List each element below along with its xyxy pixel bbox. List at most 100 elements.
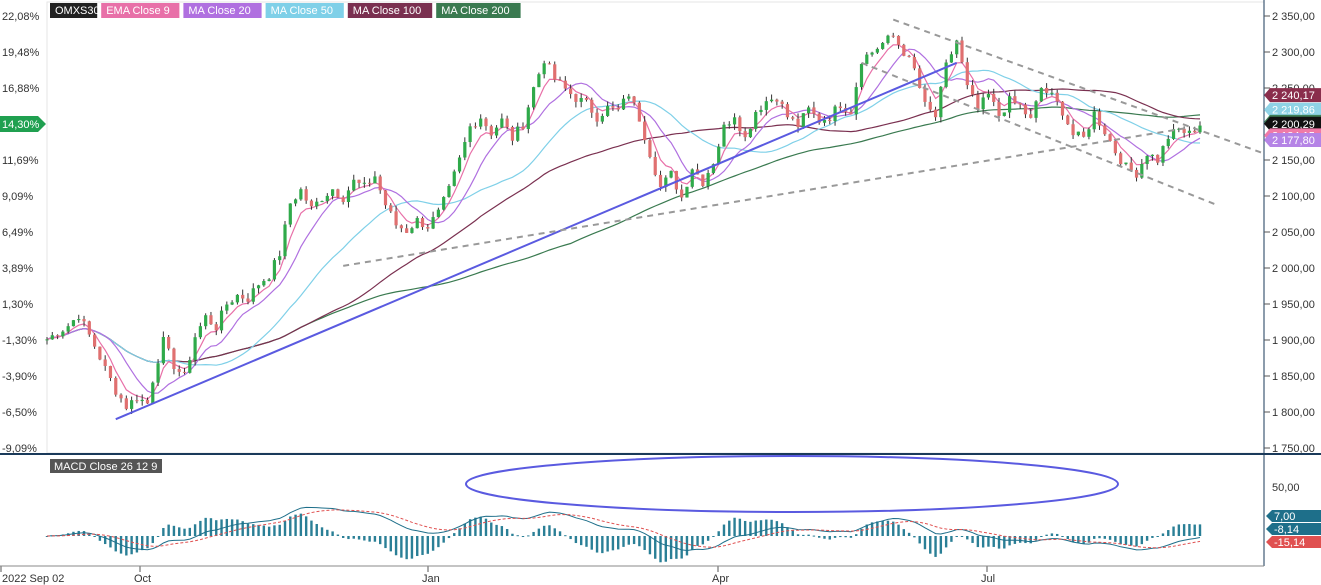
candle-body [674,170,678,190]
macd-histogram-bar [410,536,414,559]
macd-histogram-bar [516,535,519,537]
candle-body [595,112,599,122]
macd-histogram-bar [1103,536,1106,539]
macd-histogram-bar [1188,523,1191,536]
macd-histogram-bar [236,519,239,536]
macd-histogram-bar [289,516,292,536]
candle-body [838,106,842,109]
candle-body [923,88,927,102]
legend-item [50,3,98,18]
macd-histogram-bar [215,520,218,536]
price-badges: 2 240,172 219,862 202,922 200,292 184,15… [1264,88,1321,147]
legend[interactable]: OMXS30 EMA Close 9 MA Close 20 MA Close 50 M… [50,3,521,18]
price-tick-label: 1 850,00 [1272,371,1315,383]
candle-body [283,224,287,257]
macd-histogram-bar [368,536,371,542]
candle-body [389,205,393,212]
macd-histogram-bar [468,519,472,536]
candle-body [944,62,948,87]
candle-body [531,87,536,108]
ma100-line [46,88,1201,363]
candle-body [1119,153,1123,165]
macd-badge [1266,510,1321,522]
macd-histogram-bar [199,520,202,536]
macd-histogram-bar [82,531,86,536]
candle-body [1140,163,1144,178]
candle-body [262,281,266,286]
candle-body [970,85,975,95]
candle-body [167,337,171,349]
candle-body [849,111,853,115]
percent-tick-label: 9,09% [2,191,33,203]
macd-histogram-bar [1066,536,1069,540]
candle-body [976,94,980,110]
macd-histogram-bar [833,536,837,538]
macd-histogram-bar [569,536,572,540]
macd-histogram-bar [135,536,139,553]
percent-tick-label: 22,08% [2,11,40,23]
macd-histogram-bar [500,526,504,536]
candle-body [1007,96,1012,113]
percent-tick-label: -6,50% [2,407,37,419]
candle-body [727,124,731,126]
x-tick-label: Apr [712,573,729,585]
candle-body [362,182,366,184]
macd-histogram-bar [675,536,678,559]
macd-histogram-bar [627,536,630,545]
candle-body [172,348,176,370]
macd-histogram-bar [823,536,826,539]
percent-tick-label: 19,48% [2,47,40,59]
macd-histogram-bar [1182,524,1186,536]
macd-indicator: MACD Close 26 12 9 50,00 7,00-8,14-15,14 [45,455,1321,563]
candle-body [452,171,456,186]
percent-tick-label: 11,69% [2,155,39,167]
macd-label-bg [50,459,162,473]
candle-body [563,80,567,89]
macd-histogram-bar [426,536,430,554]
macd-histogram-bar [463,523,467,536]
candle-body [320,201,324,203]
candle-body [627,96,631,99]
macd-label: MACD Close 26 12 9 [54,461,157,473]
candle-body [1076,131,1080,136]
candle-body [426,227,430,229]
price-tick-label: 1 950,00 [1272,299,1315,311]
candle-body [526,107,530,129]
macd-histogram-bar [241,521,244,536]
candle-body [246,298,250,302]
price-tick-label: 2 150,00 [1272,155,1315,167]
macd-histogram-bar [1093,536,1096,539]
macd-histogram-bar [881,520,884,536]
macd-histogram-bar [262,525,266,536]
candle-body [484,118,488,127]
price-pane[interactable] [46,1,1265,454]
candle-body [214,324,218,331]
trendlines[interactable] [115,18,1263,421]
macd-histogram-bar [1193,524,1196,536]
percent-tick-label: 16,88% [2,83,40,95]
candle-body [331,189,335,196]
candle-body [865,54,869,64]
macd-histogram-bar [722,524,726,536]
candle-body [378,176,382,191]
macd-histogram-bar [691,536,694,550]
candle-body [1129,162,1133,170]
candle-body [188,360,192,373]
candle-body [140,399,144,402]
support-trendline [115,61,958,421]
candle-body [103,359,107,366]
candle-body [98,346,102,360]
macd-histogram-bar [405,536,408,560]
macd-histogram-bar [733,517,736,536]
macd-histogram-bar [294,514,297,536]
candle-body [399,225,403,229]
candle-body [415,218,419,229]
candle-body [701,174,705,186]
candle-body [55,335,60,337]
macd-histogram-bar [1108,536,1112,540]
macd-histogram-bar [209,518,213,536]
price-badge [1264,116,1321,131]
macd-histogram-bar [876,521,879,536]
macd-histogram-bar [521,536,525,538]
candle-body [45,339,49,341]
